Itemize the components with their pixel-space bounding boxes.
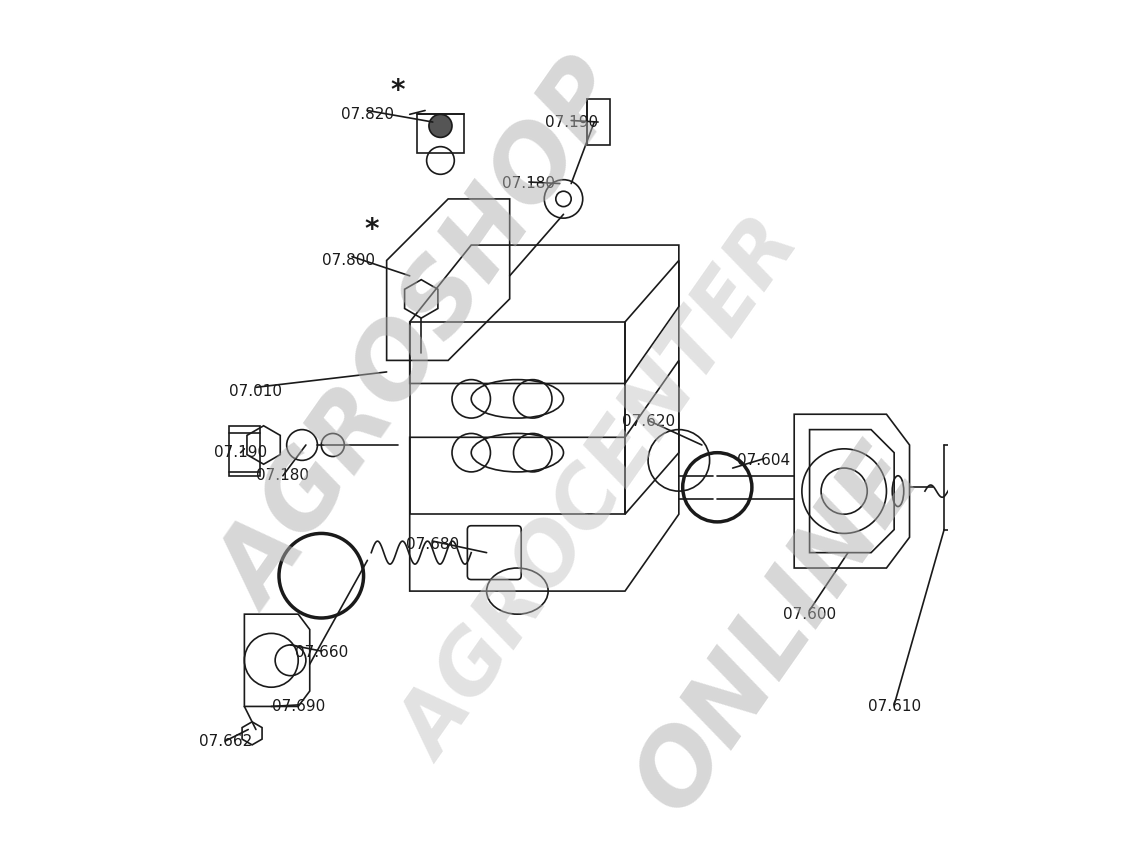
Text: 07.600: 07.600	[783, 607, 836, 622]
Circle shape	[429, 115, 452, 138]
Text: 07.180: 07.180	[256, 469, 309, 483]
Text: 07.800: 07.800	[321, 253, 374, 268]
Text: 07.190: 07.190	[544, 115, 597, 129]
Text: 07.620: 07.620	[621, 415, 675, 429]
Text: 07.820: 07.820	[340, 107, 394, 122]
Text: 07.680: 07.680	[406, 538, 460, 552]
Text: 07.604: 07.604	[737, 453, 790, 468]
Text: ONLINE: ONLINE	[618, 429, 940, 830]
Text: 07.180: 07.180	[503, 176, 556, 191]
Text: 07.010: 07.010	[230, 384, 283, 398]
Text: 07.660: 07.660	[294, 646, 348, 660]
Text: 07.662: 07.662	[198, 734, 251, 748]
Bar	[229, 426, 259, 475]
Text: 07.190: 07.190	[214, 445, 267, 460]
Bar	[417, 115, 463, 153]
Text: AGROSHOP: AGROSHOP	[203, 50, 647, 626]
Text: 07.690: 07.690	[272, 699, 325, 714]
Circle shape	[994, 480, 1010, 495]
Text: *: *	[391, 77, 406, 105]
Text: AGROCENTER: AGROCENTER	[387, 208, 817, 774]
Text: 07.610: 07.610	[868, 699, 921, 714]
Text: *: *	[364, 215, 379, 244]
